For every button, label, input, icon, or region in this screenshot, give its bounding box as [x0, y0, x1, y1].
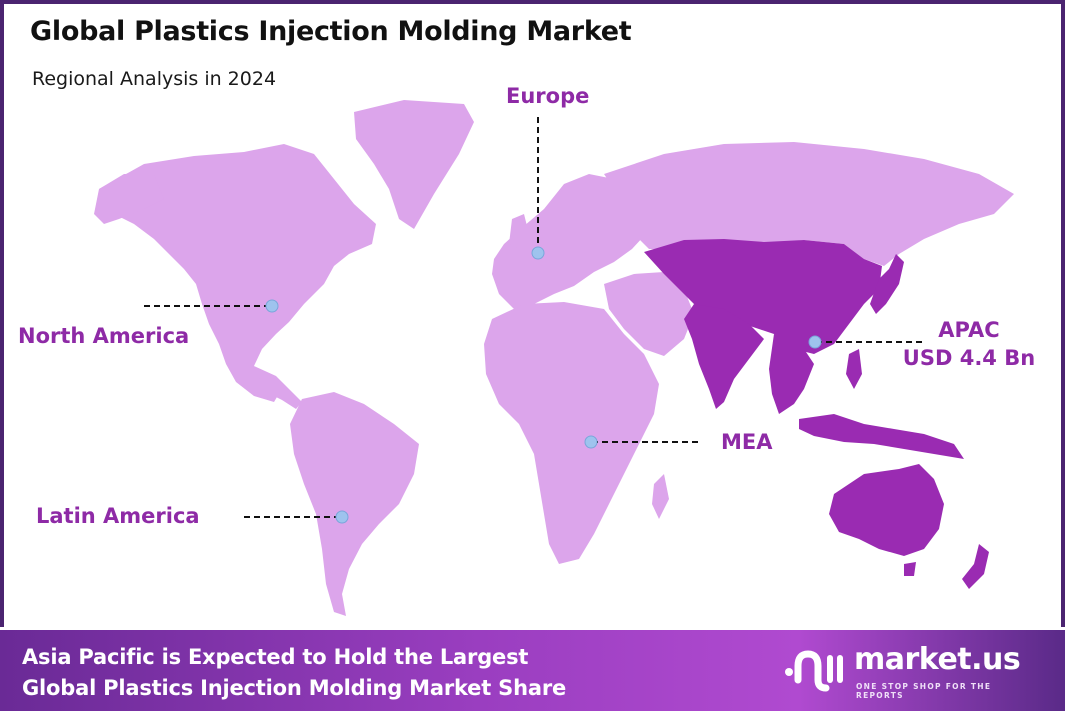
japan-shape	[870, 254, 904, 314]
market-us-logo: market.us ONE STOP SHOP FOR THE REPORTS	[784, 642, 1034, 700]
land-default	[94, 100, 1014, 616]
marker-north-america	[265, 299, 279, 313]
region-label-latin-america: Latin America	[36, 504, 200, 528]
markers	[265, 246, 822, 524]
footer-banner: Asia Pacific is Expected to Hold the Lar…	[0, 627, 1065, 711]
china-shape	[644, 239, 882, 354]
land-highlight-apac	[644, 239, 989, 589]
australia-shape	[829, 464, 944, 556]
madagascar-shape	[652, 474, 669, 519]
philippines-shape	[846, 349, 862, 389]
southeast-asia-shape	[769, 334, 814, 414]
apac-label: APAC	[938, 318, 1000, 342]
marker-latin-america	[335, 510, 349, 524]
tasmania-shape	[904, 562, 916, 576]
apac-value: USD 4.4 Bn	[902, 346, 1036, 370]
page-subtitle: Regional Analysis in 2024	[32, 68, 277, 90]
central-america-shape	[254, 366, 302, 409]
region-label-mea: MEA	[721, 430, 773, 454]
footer-headline: Asia Pacific is Expected to Hold the Lar…	[22, 642, 566, 704]
marker-europe	[531, 246, 545, 260]
indonesia-shape	[799, 414, 964, 459]
greenland-shape	[354, 100, 474, 229]
europe-shape	[492, 174, 664, 309]
footer-line-2: Global Plastics Injection Molding Market…	[22, 676, 567, 700]
new-zealand-shape	[962, 544, 989, 589]
africa-shape	[484, 302, 659, 564]
leader-lines	[144, 117, 922, 518]
world-map	[94, 100, 1014, 616]
footer-line-1: Asia Pacific is Expected to Hold the Lar…	[22, 645, 529, 669]
marker-apac	[808, 335, 822, 349]
middle-east-shape	[604, 272, 694, 356]
page-title: Global Plastics Injection Molding Market	[30, 16, 632, 47]
north-america-shape	[99, 144, 376, 402]
india-shape	[684, 304, 764, 409]
region-label-north-america: North America	[18, 324, 190, 348]
russia-shape	[604, 142, 1014, 266]
south-america-shape	[290, 392, 419, 616]
logo-tagline: ONE STOP SHOP FOR THE REPORTS	[856, 682, 992, 700]
uk-shape	[509, 214, 529, 249]
region-label-apac: APAC USD 4.4 Bn	[894, 316, 1044, 372]
alaska-shape	[94, 174, 164, 224]
region-label-europe: Europe	[506, 84, 590, 108]
logo-name: market.us	[854, 642, 1021, 677]
market-us-logo-icon	[785, 650, 843, 692]
marker-mea	[584, 435, 598, 449]
